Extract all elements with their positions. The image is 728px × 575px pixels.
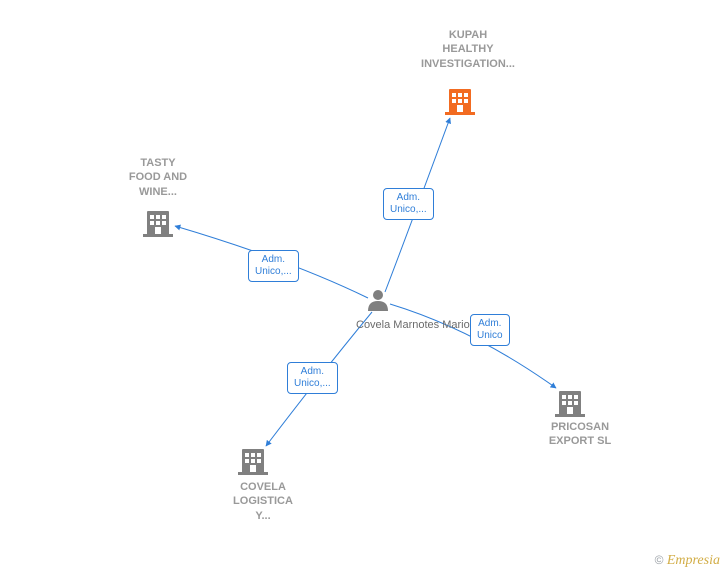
node-label-covela-log[interactable]: COVELA LOGISTICA Y...: [218, 480, 308, 523]
watermark: © Empresia: [655, 553, 720, 569]
edge-label-kupah: Adm. Unico,...: [383, 188, 434, 220]
building-icon[interactable]: [445, 89, 475, 115]
person-icon[interactable]: [368, 290, 388, 311]
edges-layer: [175, 118, 556, 446]
center-node-label[interactable]: Covela Marnotes Mario: [356, 318, 470, 332]
diagram-canvas: [0, 0, 728, 575]
brand-name: Empresia: [667, 553, 720, 568]
building-icon[interactable]: [555, 391, 585, 417]
building-icon[interactable]: [238, 449, 268, 475]
node-label-tasty[interactable]: TASTY FOOD AND WINE...: [108, 156, 208, 199]
edge-label-tasty: Adm. Unico,...: [248, 250, 299, 282]
nodes-layer: [143, 89, 585, 475]
building-icon[interactable]: [143, 211, 173, 237]
node-label-pricosan[interactable]: PRICOSAN EXPORT SL: [530, 420, 630, 449]
edge-label-covela-log: Adm. Unico,...: [287, 362, 338, 394]
edge-label-pricosan: Adm. Unico: [470, 314, 510, 346]
copyright-symbol: ©: [655, 553, 664, 567]
node-label-kupah[interactable]: KUPAH HEALTHY INVESTIGATION...: [398, 28, 538, 71]
